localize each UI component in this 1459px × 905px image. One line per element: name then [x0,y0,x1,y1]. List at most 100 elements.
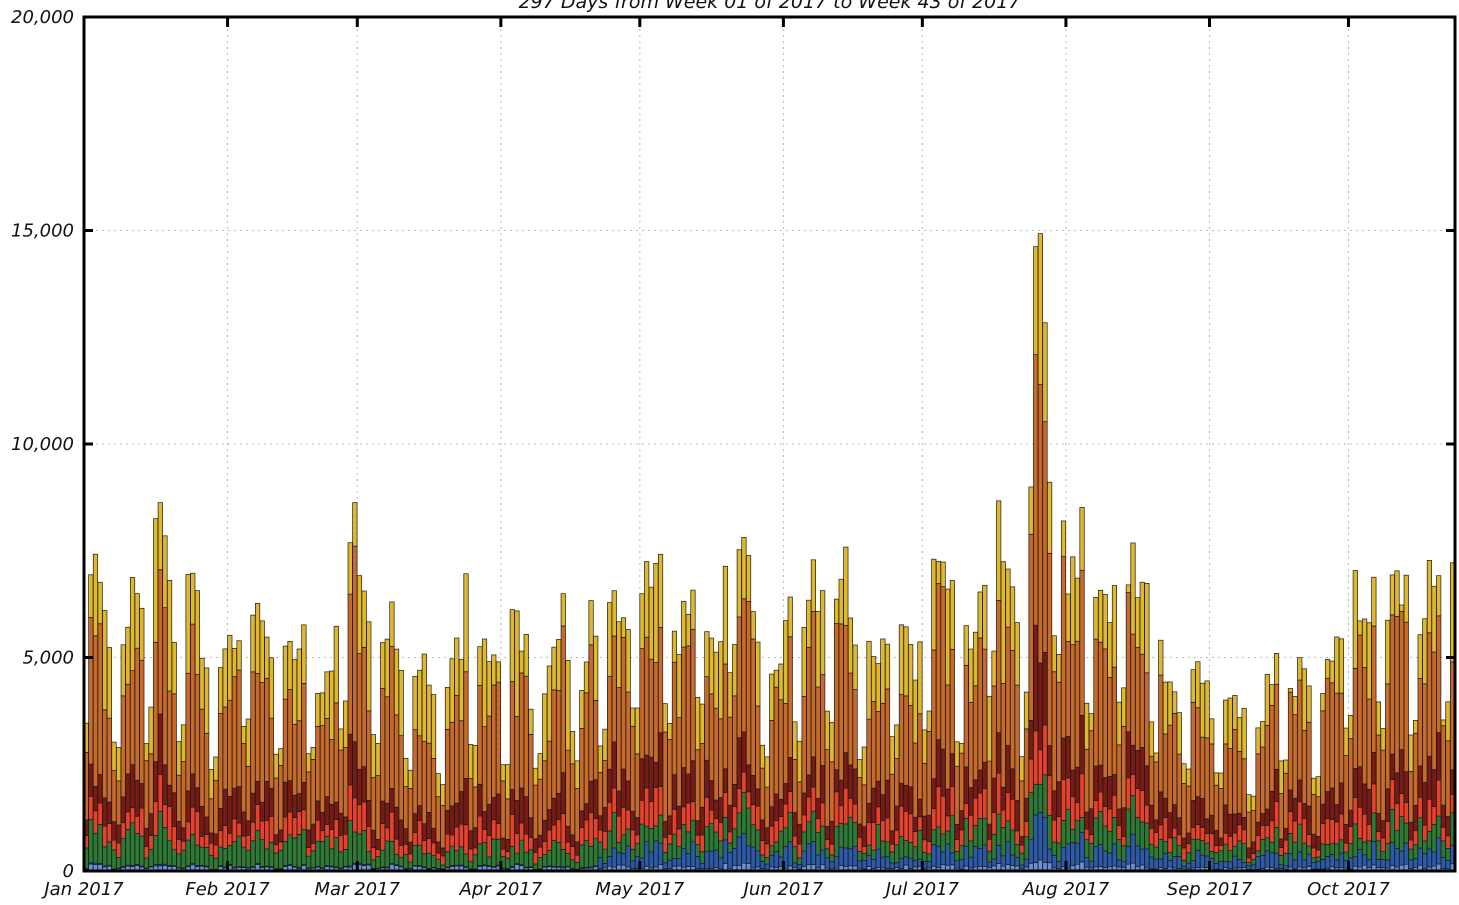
bar-segment [478,784,482,816]
bar-segment [584,662,588,693]
bar-segment [1210,744,1214,815]
bar-segment [774,842,778,852]
bar-segment [580,690,584,728]
bar-segment [658,815,662,843]
bar-segment [269,816,273,842]
day-bar [654,563,658,871]
bar-segment [677,829,681,847]
bar-segment [538,847,542,858]
bar-segment [1228,698,1232,748]
day-bar [686,614,690,871]
bar-segment [172,850,176,866]
bar-segment [158,714,162,774]
day-bar [353,503,357,871]
day-bar [1353,570,1357,871]
bar-segment [1024,859,1028,867]
bar-segment [858,778,862,824]
bar-segment [1131,745,1135,774]
bar-segment [807,822,811,844]
bar-segment [556,639,560,690]
bar-segment [292,724,296,795]
day-bar [279,749,283,871]
bar-segment [1084,857,1088,867]
bar-segment [593,818,597,838]
day-bar [1390,575,1394,871]
bar-segment [1316,861,1320,869]
bar-segment [1154,847,1158,859]
bar-segment [658,844,662,865]
bar-segment [390,602,394,647]
bar-segment [1182,848,1186,860]
day-bar [329,671,333,871]
bar-segment [760,855,764,861]
bar-segment [714,832,718,850]
bar-segment [797,824,801,844]
bar-segment [844,753,848,788]
bar-segment [941,852,945,864]
bar-segment [1418,766,1422,797]
bar-segment [654,762,658,787]
day-bar [1348,715,1352,871]
bar-segment [339,852,343,868]
bar-segment [353,832,357,863]
bar-segment [644,826,648,841]
bar-segment [668,844,672,860]
bar-segment [501,849,505,856]
bar-segment [1205,834,1209,844]
bar-segment [1321,693,1325,710]
bar-segment [709,851,713,869]
bar-segment [153,835,157,864]
bar-segment [130,765,134,808]
bar-segment [482,843,486,865]
bar-segment [1242,830,1246,844]
bar-segment [959,860,963,870]
bar-segment [589,781,593,812]
bar-segment [1029,793,1033,840]
bar-segment [1172,856,1176,868]
day-bar [1386,620,1390,871]
bar-segment [348,821,352,866]
bar-segment [186,840,190,866]
bar-segment [1196,797,1200,825]
bar-segment [316,820,320,841]
bar-segment [1423,684,1427,783]
bar-segment [1080,715,1084,773]
bar-segment [978,770,982,793]
bar-segment [1196,840,1200,851]
bar-segment [1353,768,1357,797]
bar-segment [871,850,875,859]
bar-segment [1274,684,1278,769]
bar-segment [353,546,357,741]
bar-segment [353,742,357,798]
bar-segment [1145,766,1149,805]
bar-segment [468,831,472,849]
bar-segment [927,815,931,841]
bar-segment [116,857,120,868]
bar-segment [320,842,324,868]
bar-segment [719,642,723,719]
bar-segment [265,637,269,678]
bar-segment [1335,822,1339,844]
bar-segment [663,822,667,838]
bar-segment [654,788,658,826]
bar-segment [1242,862,1246,867]
bar-segment [913,680,917,743]
bar-segment [946,816,950,831]
bar-segment [723,769,727,793]
day-bar [1279,761,1283,871]
bar-segment [654,826,658,841]
bar-segment [904,811,908,840]
bar-segment [177,742,181,776]
bar-segment [732,848,736,865]
bar-segment [246,821,250,836]
bar-segment [367,826,371,851]
bar-segment [1052,855,1056,867]
bar-segment [524,797,528,834]
bar-segment [149,707,153,754]
bar-segment [223,789,227,825]
bar-segment [1316,836,1320,850]
bar-segment [858,760,862,778]
day-bar [204,668,208,871]
bar-segment [1298,680,1302,780]
day-bar [1131,543,1135,871]
